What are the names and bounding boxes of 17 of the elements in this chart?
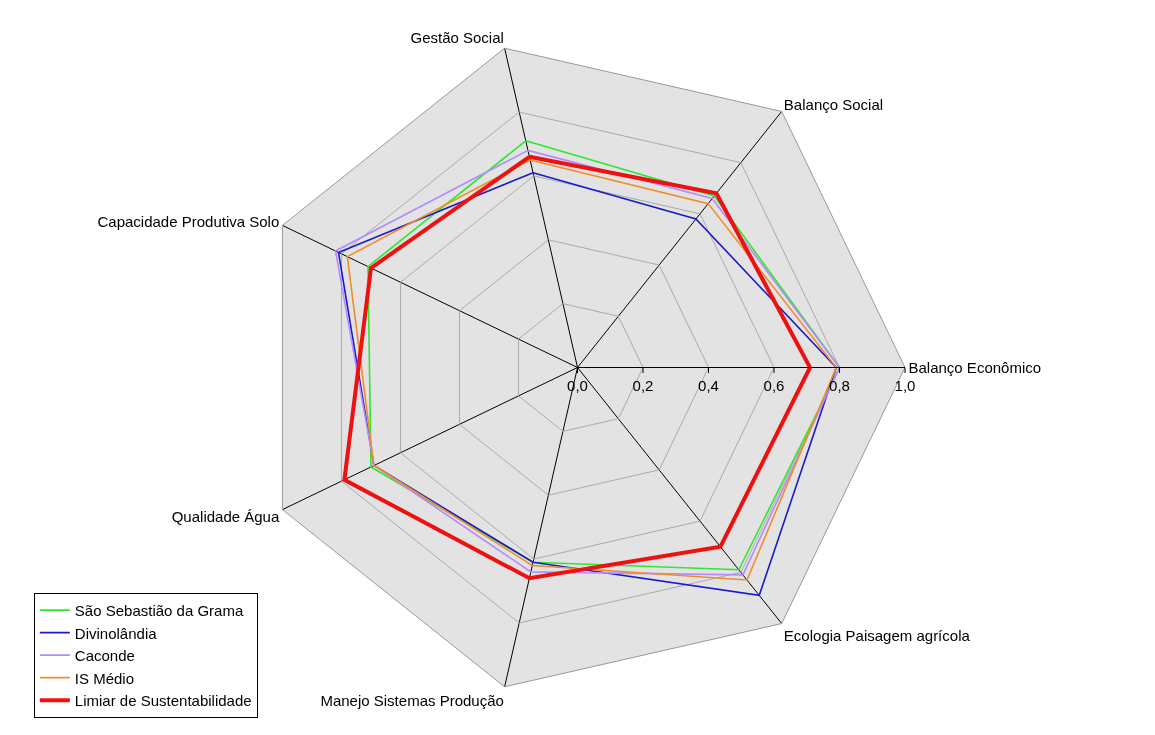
y-tick-label: 0,8 bbox=[829, 377, 850, 394]
legend-label: Caconde bbox=[74, 647, 135, 665]
spoke-label: Balanço Econômico bbox=[908, 358, 1042, 376]
spoke-label: Gestão Social bbox=[410, 29, 504, 47]
spoke-label: Qualidade Água bbox=[171, 508, 280, 526]
legend-label: IS Médio bbox=[74, 669, 135, 687]
y-tick-label: 0,6 bbox=[763, 377, 785, 394]
y-tick-label: 0,2 bbox=[632, 377, 654, 394]
legend-label: Divinolândia bbox=[74, 624, 158, 642]
y-tick-label: 0,4 bbox=[698, 377, 719, 394]
legend-label: Limiar de Sustentabilidade bbox=[74, 692, 252, 710]
spoke-label: Balanço Social bbox=[783, 95, 884, 113]
y-tick-label: 1,0 bbox=[894, 377, 916, 394]
spoke-label: Ecologia Paisagem agrícola bbox=[783, 627, 971, 645]
spoke-label: Manejo Sistemas Produção bbox=[320, 691, 504, 709]
legend-label: São Sebastião da Grama bbox=[74, 602, 244, 620]
spoke-label: Capacidade Produtiva Solo bbox=[97, 213, 280, 231]
